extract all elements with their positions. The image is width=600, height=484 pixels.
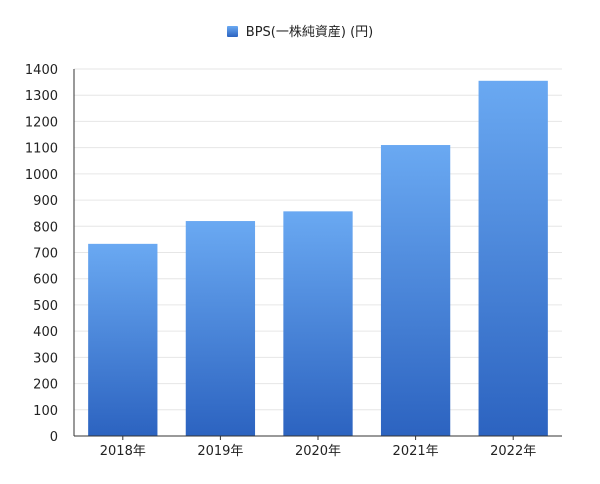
- y-tick-label: 1000: [25, 168, 58, 183]
- y-tick-label: 1300: [25, 89, 58, 104]
- bar-2019年: [185, 221, 256, 436]
- y-tick-label: 1200: [25, 115, 58, 130]
- bar-2022年: [478, 80, 548, 437]
- x-tick-label: 2018年: [100, 444, 146, 459]
- y-tick-label: 900: [33, 194, 58, 209]
- y-tick-label: 100: [33, 404, 58, 419]
- y-tick-label: 500: [33, 299, 58, 314]
- y-tick-label: 700: [33, 247, 58, 262]
- bars: [88, 80, 548, 437]
- x-tick-label: 2021年: [393, 444, 439, 459]
- axes: 0 100 200 300 400 500 600 700 800 900 1000 1100 1200…: [25, 63, 562, 459]
- y-tick-label: 1400: [25, 63, 58, 78]
- legend-label: BPS(一株純資産) (円): [245, 25, 374, 40]
- legend-swatch: [226, 26, 238, 37]
- bar-2021年: [380, 145, 451, 436]
- y-tick-label: 300: [33, 351, 58, 366]
- bar-2018年: [88, 243, 158, 436]
- y-tick-label: 1100: [25, 142, 58, 157]
- bar-2020年: [283, 211, 353, 436]
- x-tick-label: 2022年: [490, 444, 536, 459]
- y-tick-label: 0: [50, 430, 58, 445]
- x-tick-label: 2020年: [295, 444, 341, 459]
- y-tick-label: 800: [33, 220, 58, 235]
- y-tick-label: 200: [33, 378, 58, 393]
- y-tick-label: 600: [33, 273, 58, 288]
- y-tick-label: 400: [33, 325, 58, 340]
- x-tick-label: 2019年: [197, 444, 243, 459]
- legend: BPS(一株純資産) (円): [0, 21, 600, 40]
